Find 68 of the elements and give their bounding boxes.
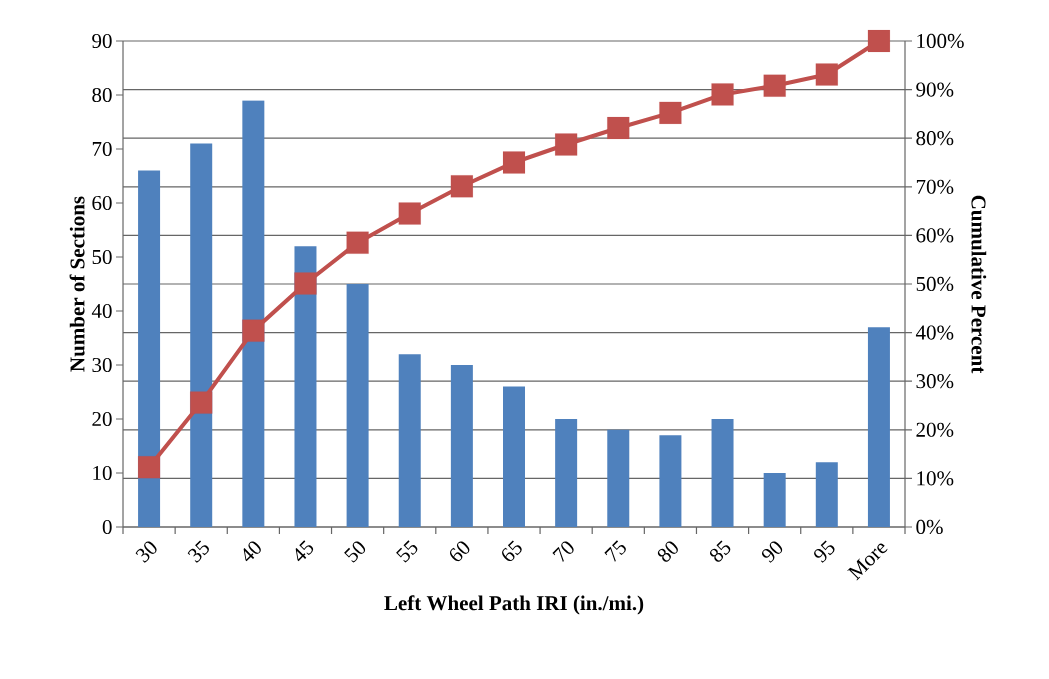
bar bbox=[138, 170, 161, 527]
y-tick-label: 20 bbox=[92, 411, 112, 427]
y2-axis-title: Cumulative Percent bbox=[971, 195, 987, 374]
y-tick-label: 10 bbox=[93, 465, 112, 481]
y2-tick-label: 100% bbox=[917, 33, 964, 49]
y-tick-label: 30 bbox=[92, 357, 112, 373]
y-tick-label: 80 bbox=[92, 87, 112, 103]
y-axis-title: Number of Sections bbox=[69, 196, 85, 372]
x-tick-label: 60 bbox=[449, 541, 470, 562]
y2-tick-label: 40% bbox=[915, 325, 954, 340]
y2-tick-label: 70% bbox=[916, 179, 954, 194]
point bbox=[555, 133, 578, 156]
bar bbox=[607, 429, 630, 527]
point bbox=[138, 456, 161, 479]
x-tick-label: 90 bbox=[761, 541, 783, 563]
bar bbox=[867, 327, 890, 527]
x-tick-label: 50 bbox=[344, 541, 366, 563]
x-tick-label: 35 bbox=[187, 540, 209, 563]
bar bbox=[450, 364, 473, 527]
point bbox=[711, 83, 734, 106]
y2-tick-label: 30% bbox=[916, 374, 954, 389]
x-tick-label: 55 bbox=[396, 540, 418, 563]
y2-tick-label: 10% bbox=[917, 471, 954, 486]
point bbox=[346, 231, 369, 254]
point bbox=[242, 319, 265, 342]
x-tick-label: 75 bbox=[604, 540, 626, 562]
x-tick-label: 65 bbox=[502, 540, 522, 562]
x-axis-title: Left Wheel Path IRI (in./mi.) bbox=[384, 595, 644, 615]
y-tick-label: 90 bbox=[92, 33, 112, 49]
point bbox=[450, 175, 473, 198]
bar bbox=[346, 283, 369, 527]
x-tick-label: 70 bbox=[552, 541, 574, 562]
bar bbox=[190, 143, 213, 527]
point bbox=[398, 202, 421, 225]
x-tick-label: 95 bbox=[814, 540, 835, 563]
x-tick-label: 80 bbox=[657, 541, 678, 562]
point bbox=[294, 272, 317, 295]
point bbox=[815, 63, 838, 86]
y-tick-label: 50 bbox=[92, 249, 112, 265]
point bbox=[659, 101, 682, 124]
y2-tick-label: 80% bbox=[916, 131, 954, 146]
bar bbox=[398, 354, 421, 527]
bar bbox=[555, 418, 578, 527]
y-tick-label: 40 bbox=[91, 303, 112, 319]
y2-tick-label: 20% bbox=[916, 422, 954, 437]
bar bbox=[815, 462, 838, 527]
point bbox=[867, 29, 890, 53]
bar bbox=[711, 418, 734, 527]
point bbox=[190, 391, 213, 414]
y-tick-label: 70 bbox=[92, 141, 112, 157]
x-tick-label: 85 bbox=[709, 540, 731, 562]
y-tick-label: 0 bbox=[102, 519, 112, 535]
point bbox=[502, 151, 526, 174]
x-tick-label: 40 bbox=[243, 541, 261, 562]
bar bbox=[659, 435, 682, 527]
bar bbox=[763, 472, 786, 527]
x-tick-label: 45 bbox=[295, 540, 314, 562]
y-tick-label: 60 bbox=[92, 195, 112, 211]
y2-tick-label: 60% bbox=[916, 228, 954, 243]
point bbox=[607, 116, 630, 140]
bar bbox=[242, 100, 265, 527]
x-tick-label: 30 bbox=[135, 541, 157, 563]
y2-tick-label: 50% bbox=[916, 276, 954, 292]
point bbox=[763, 74, 786, 97]
bar bbox=[503, 386, 525, 527]
y2-tick-label: 0% bbox=[916, 519, 943, 535]
bar bbox=[294, 246, 317, 527]
y2-tick-label: 90% bbox=[916, 82, 954, 97]
